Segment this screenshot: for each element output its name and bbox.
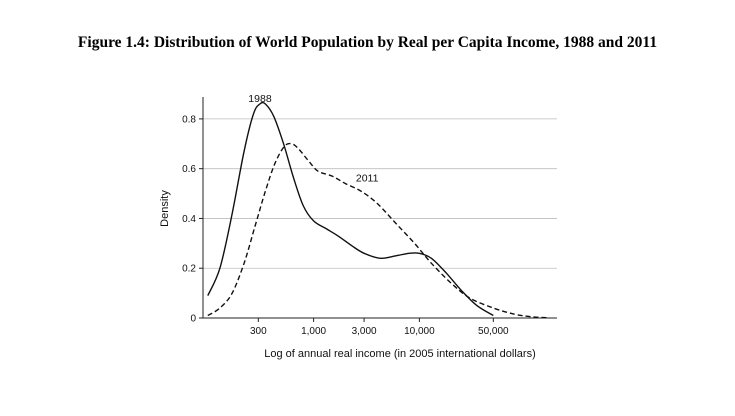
gridlines xyxy=(203,118,557,269)
axes xyxy=(199,97,557,322)
x-tick-label: 50,000 xyxy=(478,326,509,337)
y-tick-label: 0.6 xyxy=(182,164,196,175)
series-line-1988 xyxy=(207,101,494,317)
y-axis-label: Density xyxy=(159,190,171,227)
figure-title: Figure 1.4: Distribution of World Popula… xyxy=(77,34,658,51)
y-tick-label: 0.4 xyxy=(182,214,196,225)
series-label-2011: 2011 xyxy=(356,173,379,185)
y-tick-label: 0 xyxy=(190,314,196,325)
series-layer xyxy=(207,101,550,319)
x-tick-label: 300 xyxy=(250,326,267,337)
labels: 0 0.2 0.4 0.6 0.8 300 1,000 3,000 10,000 50,000 Lo… xyxy=(159,93,536,360)
y-tick-label: 0.2 xyxy=(182,264,196,275)
x-tick-label: 3,000 xyxy=(352,326,377,337)
y-tick-label: 0.8 xyxy=(182,114,196,125)
x-tick-label: 10,000 xyxy=(404,326,435,337)
series-line-2011 xyxy=(207,142,550,319)
series-label-1988: 1988 xyxy=(248,93,272,105)
x-tick-label: 1,000 xyxy=(301,326,326,337)
x-axis-label: Log of annual real income (in 2005 inter… xyxy=(264,348,536,360)
